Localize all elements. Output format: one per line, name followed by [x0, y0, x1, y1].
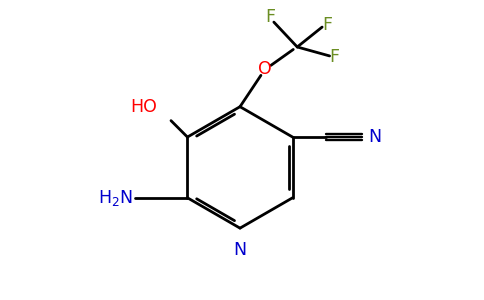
Text: HO: HO: [131, 98, 158, 116]
Text: N: N: [233, 241, 246, 259]
Text: F: F: [265, 8, 275, 26]
Text: N: N: [368, 128, 381, 146]
Text: H$_2$N: H$_2$N: [98, 188, 133, 208]
Text: O: O: [258, 60, 272, 78]
Text: F: F: [330, 48, 340, 66]
Text: F: F: [322, 16, 332, 34]
